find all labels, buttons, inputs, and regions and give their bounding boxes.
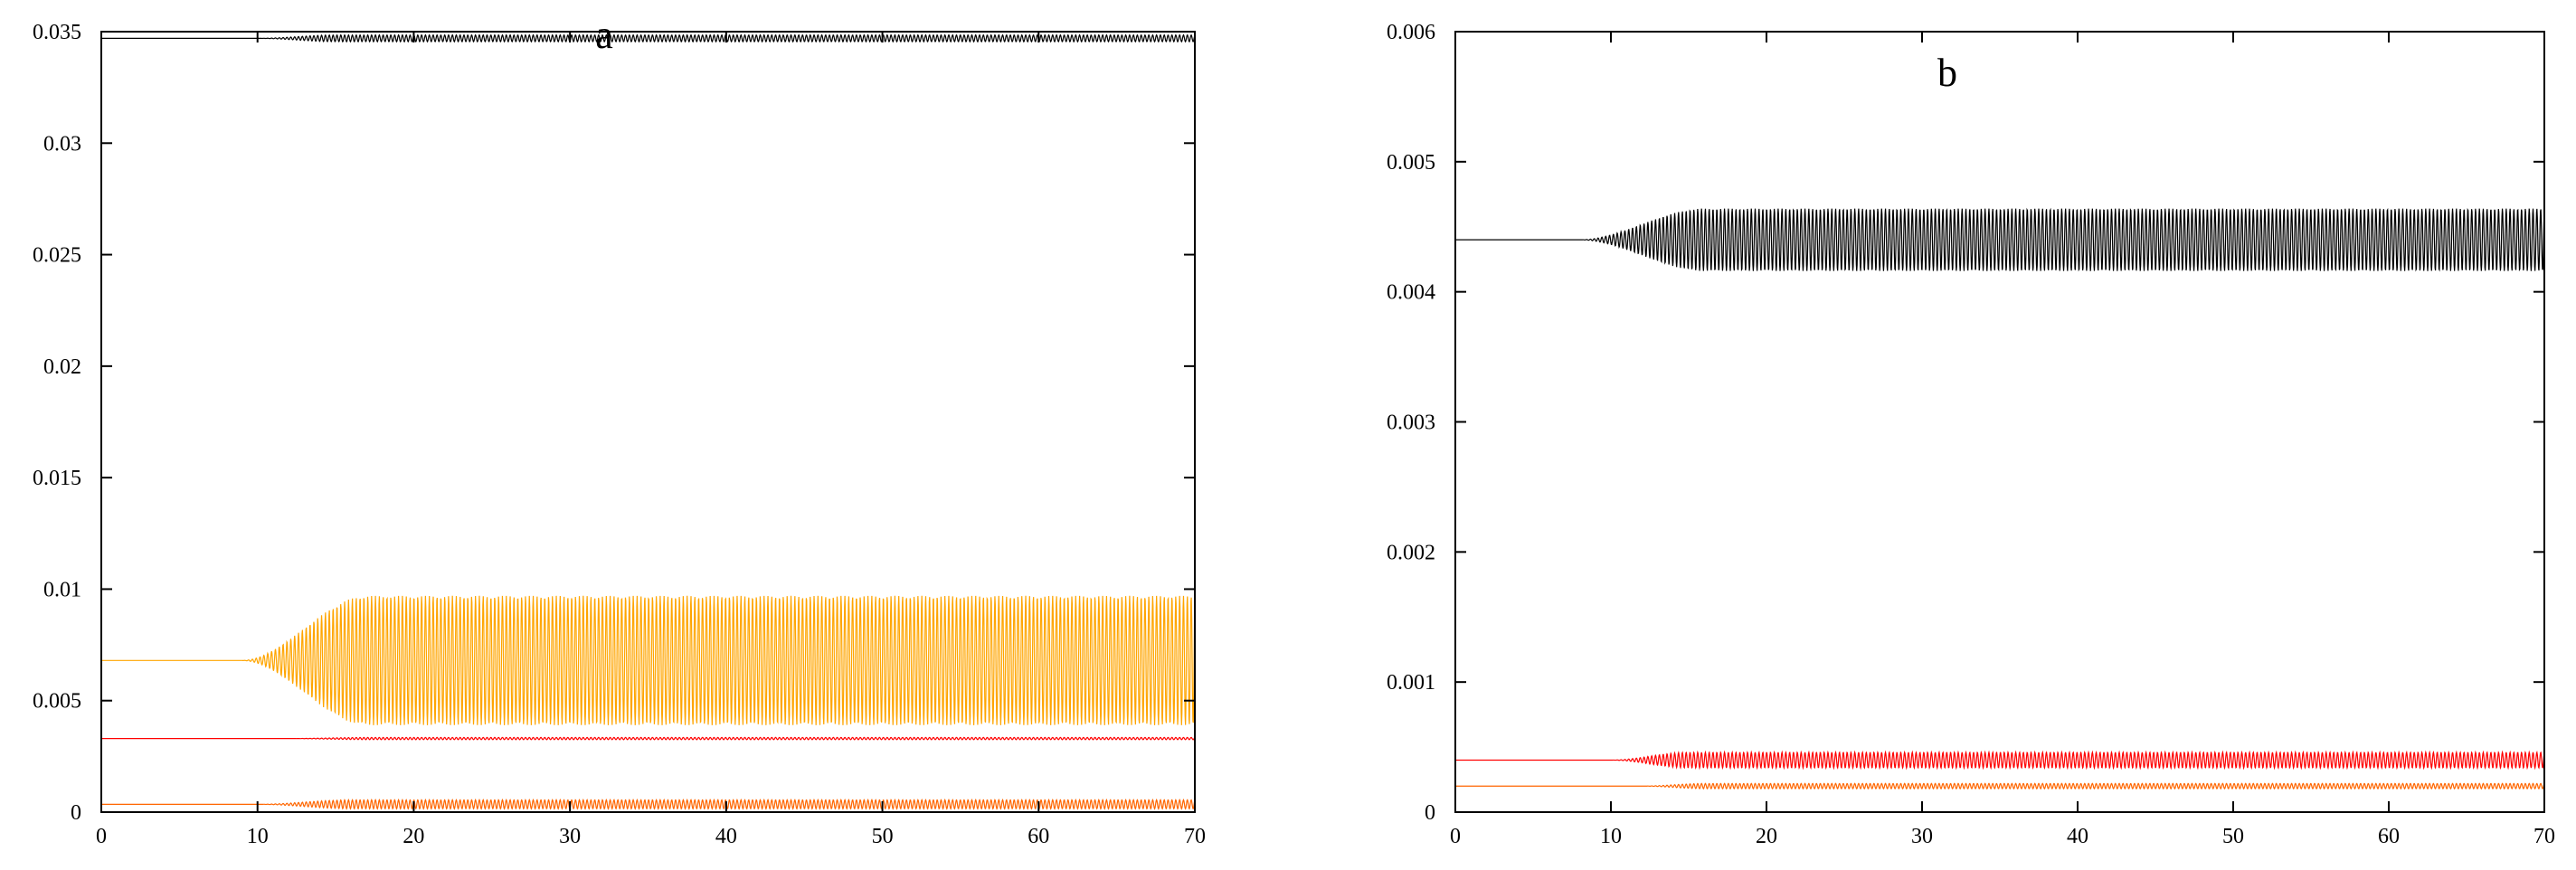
x-tick-label: 30 [559,825,581,848]
y-tick-label: 0.03 [43,132,81,156]
series-0-line [101,33,1195,43]
x-tick-label: 50 [2222,825,2244,848]
x-tick-label: 40 [715,825,737,848]
y-tick-label: 0.005 [1387,151,1435,175]
x-tick-label: 0 [96,825,107,848]
y-tick-label: 0.035 [33,21,81,44]
series-group [101,33,1195,810]
panel-b: 0 10 20 30 40 50 60 70 0 0.001 0.002 0.003 0.004 0.00… [1387,21,2555,848]
panel-label: b [1937,51,1957,95]
x-tick-label: 30 [1911,825,1933,848]
y-tick-label: 0.006 [1387,21,1435,44]
x-tick-label: 70 [2533,825,2555,848]
x-tick-label: 60 [2378,825,2400,848]
x-tick-label: 20 [402,825,424,848]
x-tick-label: 70 [1184,825,1206,848]
x-tick-label: 20 [1756,825,1777,848]
y-tick-label: 0.02 [43,355,81,379]
plot-frame [1454,31,2545,813]
x-tick-label: 40 [2067,825,2088,848]
y-tick-label: 0 [71,801,81,825]
y-tick-label: 0 [1425,801,1435,825]
series-3-line [101,798,1195,810]
series-2-line [1455,782,2544,790]
x-tick-label: 10 [247,825,269,848]
y-tick-label: 0.004 [1387,281,1435,305]
y-tick-label: 0.001 [1387,671,1435,695]
panel-label: a [595,13,613,57]
x-tick-label: 60 [1028,825,1049,848]
x-tick-label: 0 [1450,825,1461,848]
series-group [1455,207,2544,790]
y-tick-label: 0.015 [33,467,81,490]
series-0-line [1455,207,2544,272]
series-1-line [101,595,1195,725]
y-tick-label: 0.005 [33,690,81,714]
series-1-line [1455,750,2544,771]
y-tick-label: 0.002 [1387,541,1435,564]
series-2-line [101,736,1195,741]
plot-frame [100,31,1196,813]
y-tick-label: 0.003 [1387,411,1435,435]
x-tick-label: 10 [1600,825,1622,848]
panel-a: 0 10 20 30 40 50 60 70 0 0.005 0.01 0.015 0.02 0.025 0… [33,13,1206,848]
y-tick-label: 0.01 [43,578,81,601]
y-tick-label: 0.025 [33,244,81,268]
x-tick-label: 50 [872,825,894,848]
